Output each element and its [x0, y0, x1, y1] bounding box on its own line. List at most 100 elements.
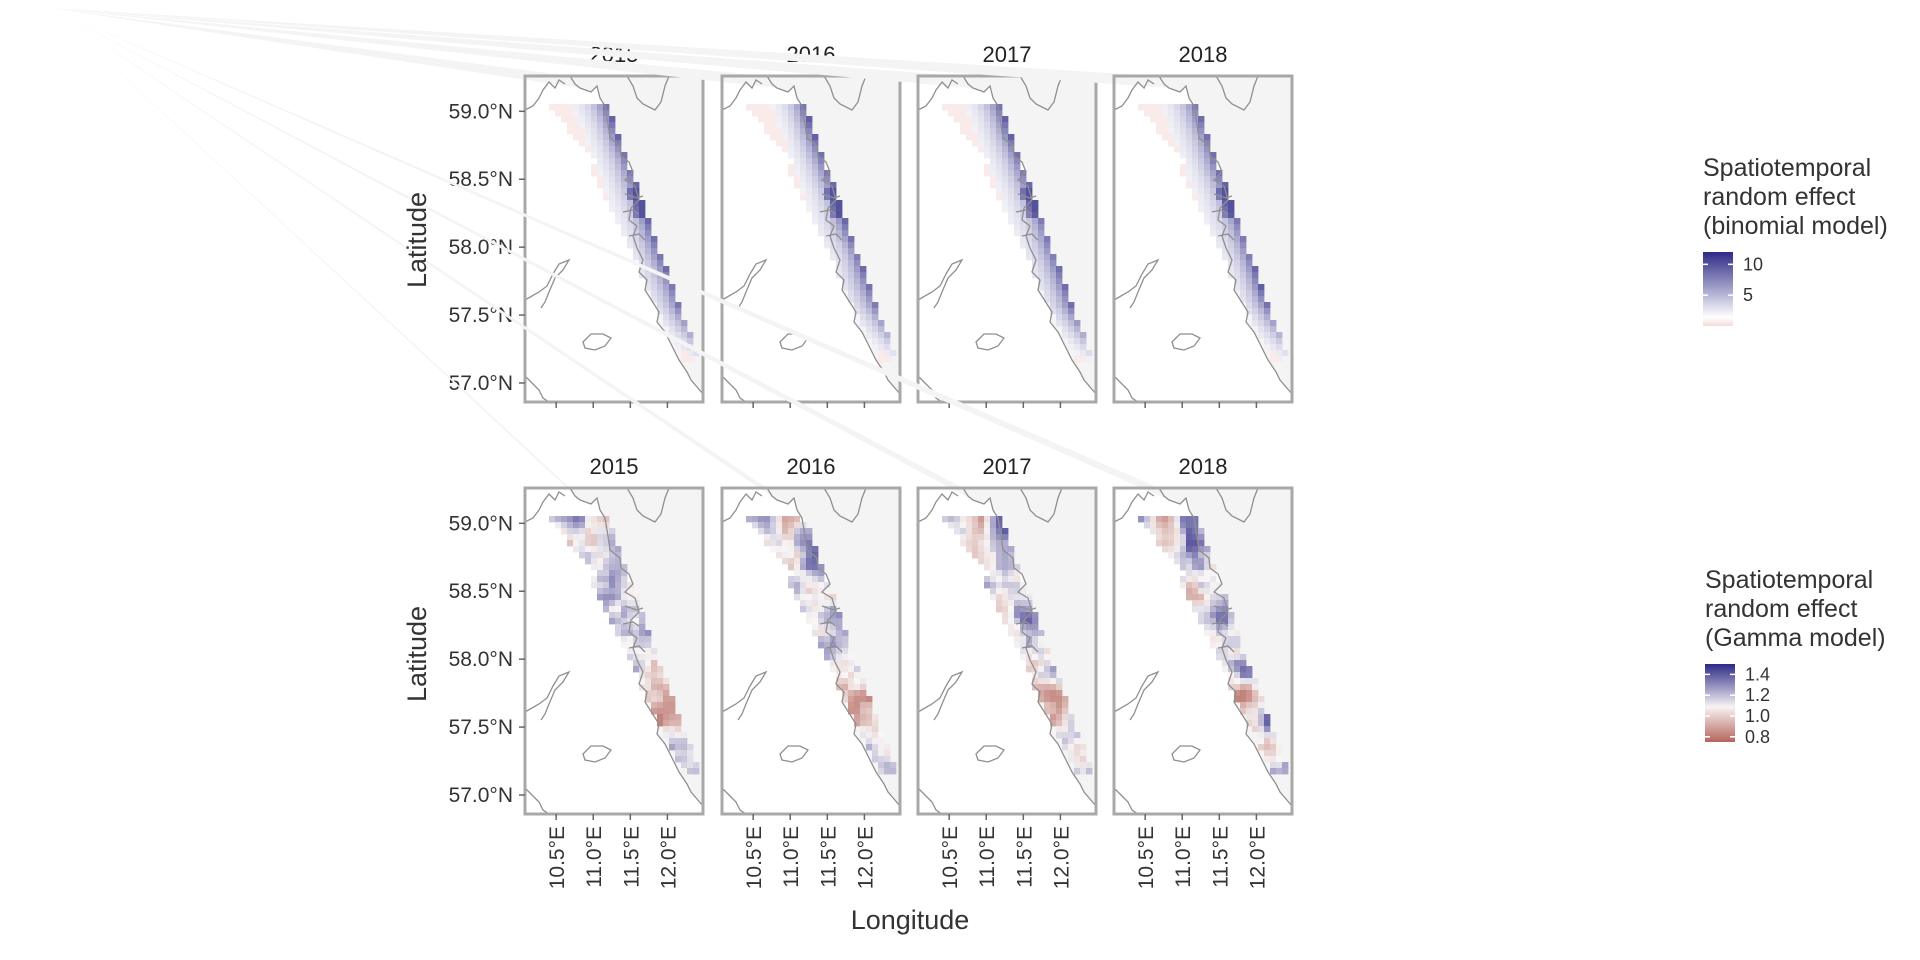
field-cell	[872, 750, 879, 757]
field-cell	[591, 558, 598, 565]
field-cell	[764, 128, 771, 135]
field-cell	[651, 678, 658, 685]
field-cell	[1056, 684, 1063, 691]
field-cell	[866, 738, 873, 745]
field-cell	[657, 260, 664, 267]
field-cell	[1198, 540, 1205, 547]
field-cell	[1168, 528, 1175, 535]
field-cell	[567, 104, 574, 111]
field-cell	[878, 350, 885, 357]
field-cell	[603, 552, 610, 559]
field-cell	[1258, 302, 1265, 309]
field-cell	[800, 534, 807, 541]
field-cell	[806, 576, 813, 583]
field-cell	[1144, 110, 1151, 117]
field-cell	[812, 546, 819, 553]
field-cell	[621, 212, 628, 219]
field-cell	[878, 762, 885, 769]
field-cell	[818, 170, 825, 177]
field-cell	[579, 122, 586, 129]
field-cell	[645, 224, 652, 231]
field-cell	[609, 164, 616, 171]
field-cell	[1180, 540, 1187, 547]
field-cell	[1240, 278, 1247, 285]
field-cell	[603, 576, 610, 583]
field-cell	[824, 642, 831, 649]
field-cell	[824, 170, 831, 177]
field-cell	[657, 690, 664, 697]
field-cell	[1180, 134, 1187, 141]
field-cell	[972, 540, 979, 547]
field-cell	[1192, 188, 1199, 195]
panel-title: 2017	[983, 454, 1032, 479]
legend-title-line: (Gamma model)	[1705, 624, 1886, 652]
field-cell	[639, 206, 646, 213]
field-cell	[603, 540, 610, 547]
field-cell	[818, 594, 825, 601]
field-cell	[1252, 696, 1259, 703]
field-cell	[1234, 278, 1241, 285]
field-cell	[1186, 104, 1193, 111]
field-cell	[806, 600, 813, 607]
field-cell	[681, 732, 688, 739]
field-cell	[1150, 528, 1157, 535]
field-cell	[794, 516, 801, 523]
field-cell	[597, 140, 604, 147]
field-cell	[984, 146, 991, 153]
field-cell	[609, 594, 616, 601]
field-cell	[812, 594, 819, 601]
field-cell	[609, 182, 616, 189]
field-cell	[818, 642, 825, 649]
field-cell	[615, 176, 622, 183]
field-cell	[806, 122, 813, 129]
field-cell	[1192, 540, 1199, 547]
field-cell	[978, 104, 985, 111]
panel-frame	[720, 74, 902, 404]
field-cell	[1246, 708, 1253, 715]
field-cell	[1002, 188, 1009, 195]
field-cell	[1246, 254, 1253, 261]
field-cell	[812, 212, 819, 219]
field-cell	[842, 272, 849, 279]
field-cell	[836, 660, 843, 667]
field-cell	[1044, 684, 1051, 691]
field-cell	[1032, 678, 1039, 685]
field-cell	[555, 522, 562, 529]
field-cell	[1062, 320, 1069, 327]
field-cell	[1080, 762, 1087, 769]
field-cell	[1020, 194, 1027, 201]
field-cell	[800, 606, 807, 613]
field-cell	[960, 128, 967, 135]
field-cell	[830, 594, 837, 601]
field-cell	[1186, 516, 1193, 523]
field-cell	[1044, 248, 1051, 255]
field-cell	[812, 564, 819, 571]
field-cell	[1008, 176, 1015, 183]
field-cell	[1014, 218, 1021, 225]
field-cell	[872, 302, 879, 309]
field-cell	[800, 600, 807, 607]
field-cell	[1198, 558, 1205, 565]
field-cell	[657, 266, 664, 273]
coastline	[721, 491, 763, 523]
field-cell	[1020, 648, 1027, 655]
field-cell	[1044, 242, 1051, 249]
field-cell	[591, 140, 598, 147]
field-cell	[1264, 738, 1271, 745]
field-cell	[776, 128, 783, 135]
field-cell	[621, 200, 628, 207]
field-cell	[1252, 284, 1259, 291]
field-cell	[615, 558, 622, 565]
field-cell	[824, 612, 831, 619]
field-cell	[842, 672, 849, 679]
field-cell	[990, 576, 997, 583]
field-cell	[1270, 738, 1277, 745]
field-cell	[996, 188, 1003, 195]
field-cell	[830, 212, 837, 219]
field-cell	[788, 134, 795, 141]
field-cell	[651, 696, 658, 703]
field-cell	[1032, 218, 1039, 225]
field-cell	[842, 266, 849, 273]
field-cell	[1014, 200, 1021, 207]
field-cell	[1240, 248, 1247, 255]
